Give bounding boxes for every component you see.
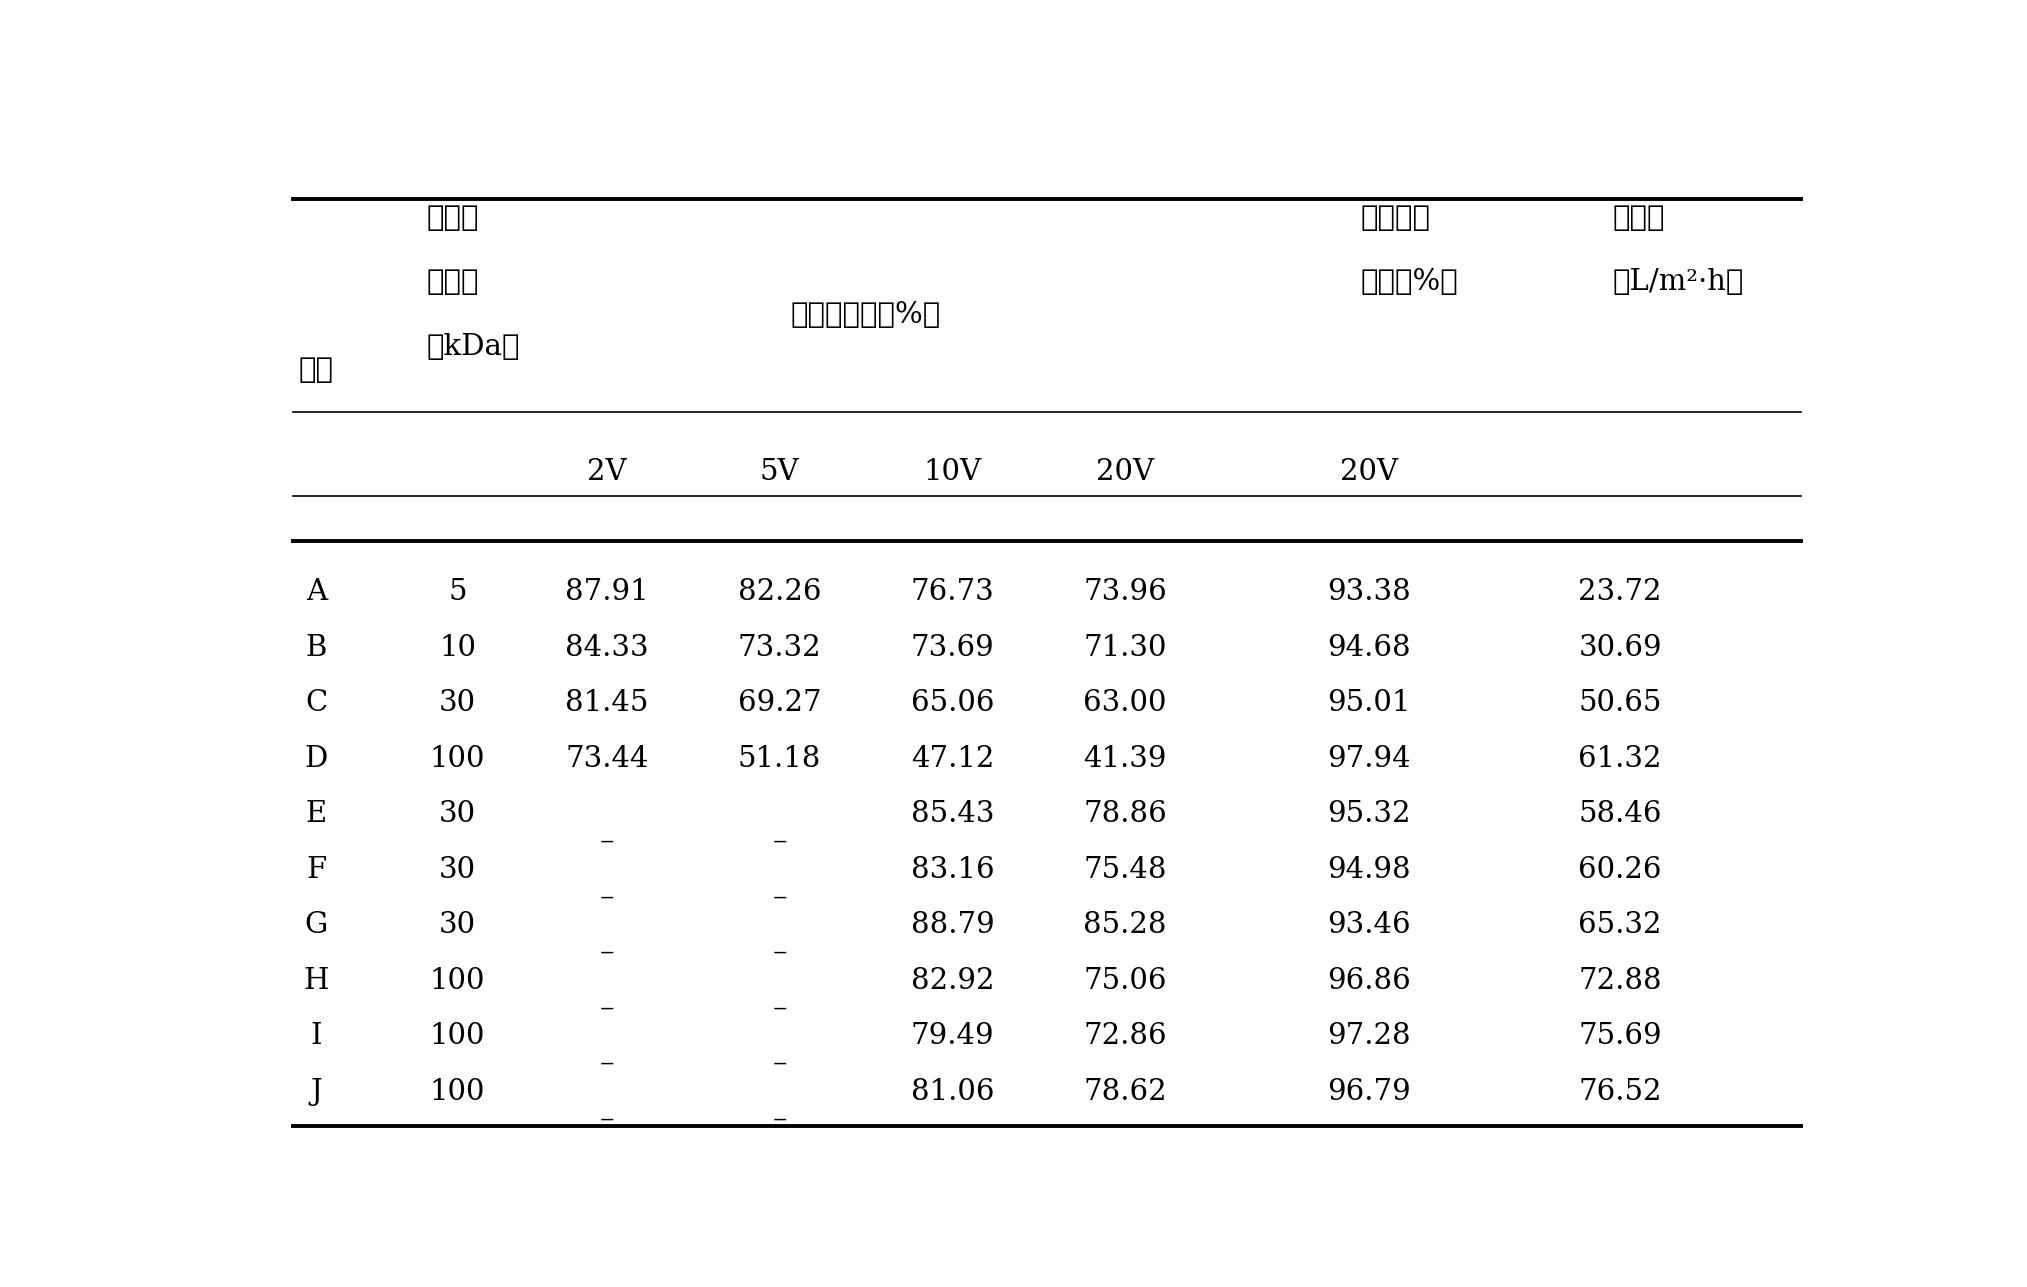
Text: 50.65: 50.65 [1579,690,1662,717]
Text: 72.86: 72.86 [1082,1022,1168,1050]
Text: 73.96: 73.96 [1082,578,1168,606]
Text: 73.32: 73.32 [738,634,821,662]
Text: –: – [772,1106,786,1134]
Text: 81.06: 81.06 [910,1079,993,1106]
Text: 84.33: 84.33 [566,634,649,662]
Text: –: – [772,940,786,967]
Text: E: E [306,801,326,829]
Text: D: D [304,745,328,773]
Text: C: C [306,690,326,717]
Text: 88.79: 88.79 [910,911,995,940]
Text: 94.98: 94.98 [1328,856,1411,884]
Text: 69.27: 69.27 [738,690,821,717]
Text: 51.18: 51.18 [738,745,821,773]
Text: A: A [306,578,326,606]
Text: F: F [306,856,326,884]
Text: 65.32: 65.32 [1579,911,1662,940]
Text: 73.69: 73.69 [910,634,995,662]
Text: 项目: 项目 [298,356,334,384]
Text: 47.12: 47.12 [910,745,993,773]
Text: 96.79: 96.79 [1328,1079,1411,1106]
Text: –: – [600,1106,614,1134]
Text: 30: 30 [440,801,476,829]
Text: H: H [304,967,328,995]
Text: 23.72: 23.72 [1579,578,1662,606]
Text: 95.01: 95.01 [1328,690,1411,717]
Text: 71.30: 71.30 [1084,634,1168,662]
Text: 82.92: 82.92 [910,967,993,995]
Text: 95.32: 95.32 [1328,801,1411,829]
Text: 93.46: 93.46 [1328,911,1411,940]
Text: 97.28: 97.28 [1328,1022,1411,1050]
Text: 20V: 20V [1340,458,1399,485]
Text: –: – [600,884,614,911]
Text: 100: 100 [430,745,484,773]
Text: 85.43: 85.43 [910,801,993,829]
Text: 膜截留: 膜截留 [426,205,478,232]
Text: 83.16: 83.16 [910,856,995,884]
Text: 72.88: 72.88 [1579,967,1662,995]
Text: 79.49: 79.49 [910,1022,995,1050]
Text: 30: 30 [440,690,476,717]
Text: I: I [310,1022,322,1050]
Text: –: – [600,940,614,967]
Text: 75.48: 75.48 [1084,856,1168,884]
Text: –: – [772,995,786,1023]
Text: 过率（%）: 过率（%） [1360,269,1459,296]
Text: 30: 30 [440,856,476,884]
Text: 41.39: 41.39 [1084,745,1168,773]
Text: 78.62: 78.62 [1082,1079,1168,1106]
Text: 75.69: 75.69 [1579,1022,1662,1050]
Text: –: – [772,884,786,911]
Text: 10: 10 [440,634,476,662]
Text: –: – [772,1050,786,1079]
Text: 5V: 5V [760,458,799,485]
Text: 膜通量: 膜通量 [1611,205,1664,232]
Text: –: – [772,829,786,856]
Text: 分子量: 分子量 [426,269,478,296]
Text: 5: 5 [448,578,466,606]
Text: 2V: 2V [588,458,626,485]
Text: 100: 100 [430,1022,484,1050]
Text: 75.06: 75.06 [1084,967,1168,995]
Text: –: – [600,1050,614,1079]
Text: 30.69: 30.69 [1579,634,1662,662]
Text: 81.45: 81.45 [566,690,649,717]
Text: 30: 30 [440,911,476,940]
Text: 蛋白回收率（%）: 蛋白回收率（%） [791,301,941,329]
Text: J: J [310,1079,322,1106]
Text: 96.86: 96.86 [1328,967,1411,995]
Text: G: G [304,911,328,940]
Text: 97.94: 97.94 [1328,745,1411,773]
Text: 100: 100 [430,967,484,995]
Text: 76.52: 76.52 [1579,1079,1662,1106]
Text: –: – [600,829,614,856]
Text: B: B [306,634,326,662]
Text: 82.26: 82.26 [738,578,821,606]
Text: 76.73: 76.73 [910,578,995,606]
Text: 94.68: 94.68 [1328,634,1411,662]
Text: 78.86: 78.86 [1082,801,1168,829]
Text: 低聚糖透: 低聚糖透 [1360,205,1431,232]
Text: 85.28: 85.28 [1084,911,1168,940]
Text: 93.38: 93.38 [1328,578,1411,606]
Text: 20V: 20V [1097,458,1153,485]
Text: 60.26: 60.26 [1579,856,1662,884]
Text: 65.06: 65.06 [910,690,993,717]
Text: 61.32: 61.32 [1579,745,1662,773]
Text: 87.91: 87.91 [566,578,649,606]
Text: 73.44: 73.44 [566,745,649,773]
Text: （L/m²·h）: （L/m²·h） [1611,269,1743,296]
Text: 10V: 10V [924,458,981,485]
Text: 58.46: 58.46 [1579,801,1662,829]
Text: 100: 100 [430,1079,484,1106]
Text: 63.00: 63.00 [1084,690,1168,717]
Text: （kDa）: （kDa） [426,333,519,360]
Text: –: – [600,995,614,1023]
